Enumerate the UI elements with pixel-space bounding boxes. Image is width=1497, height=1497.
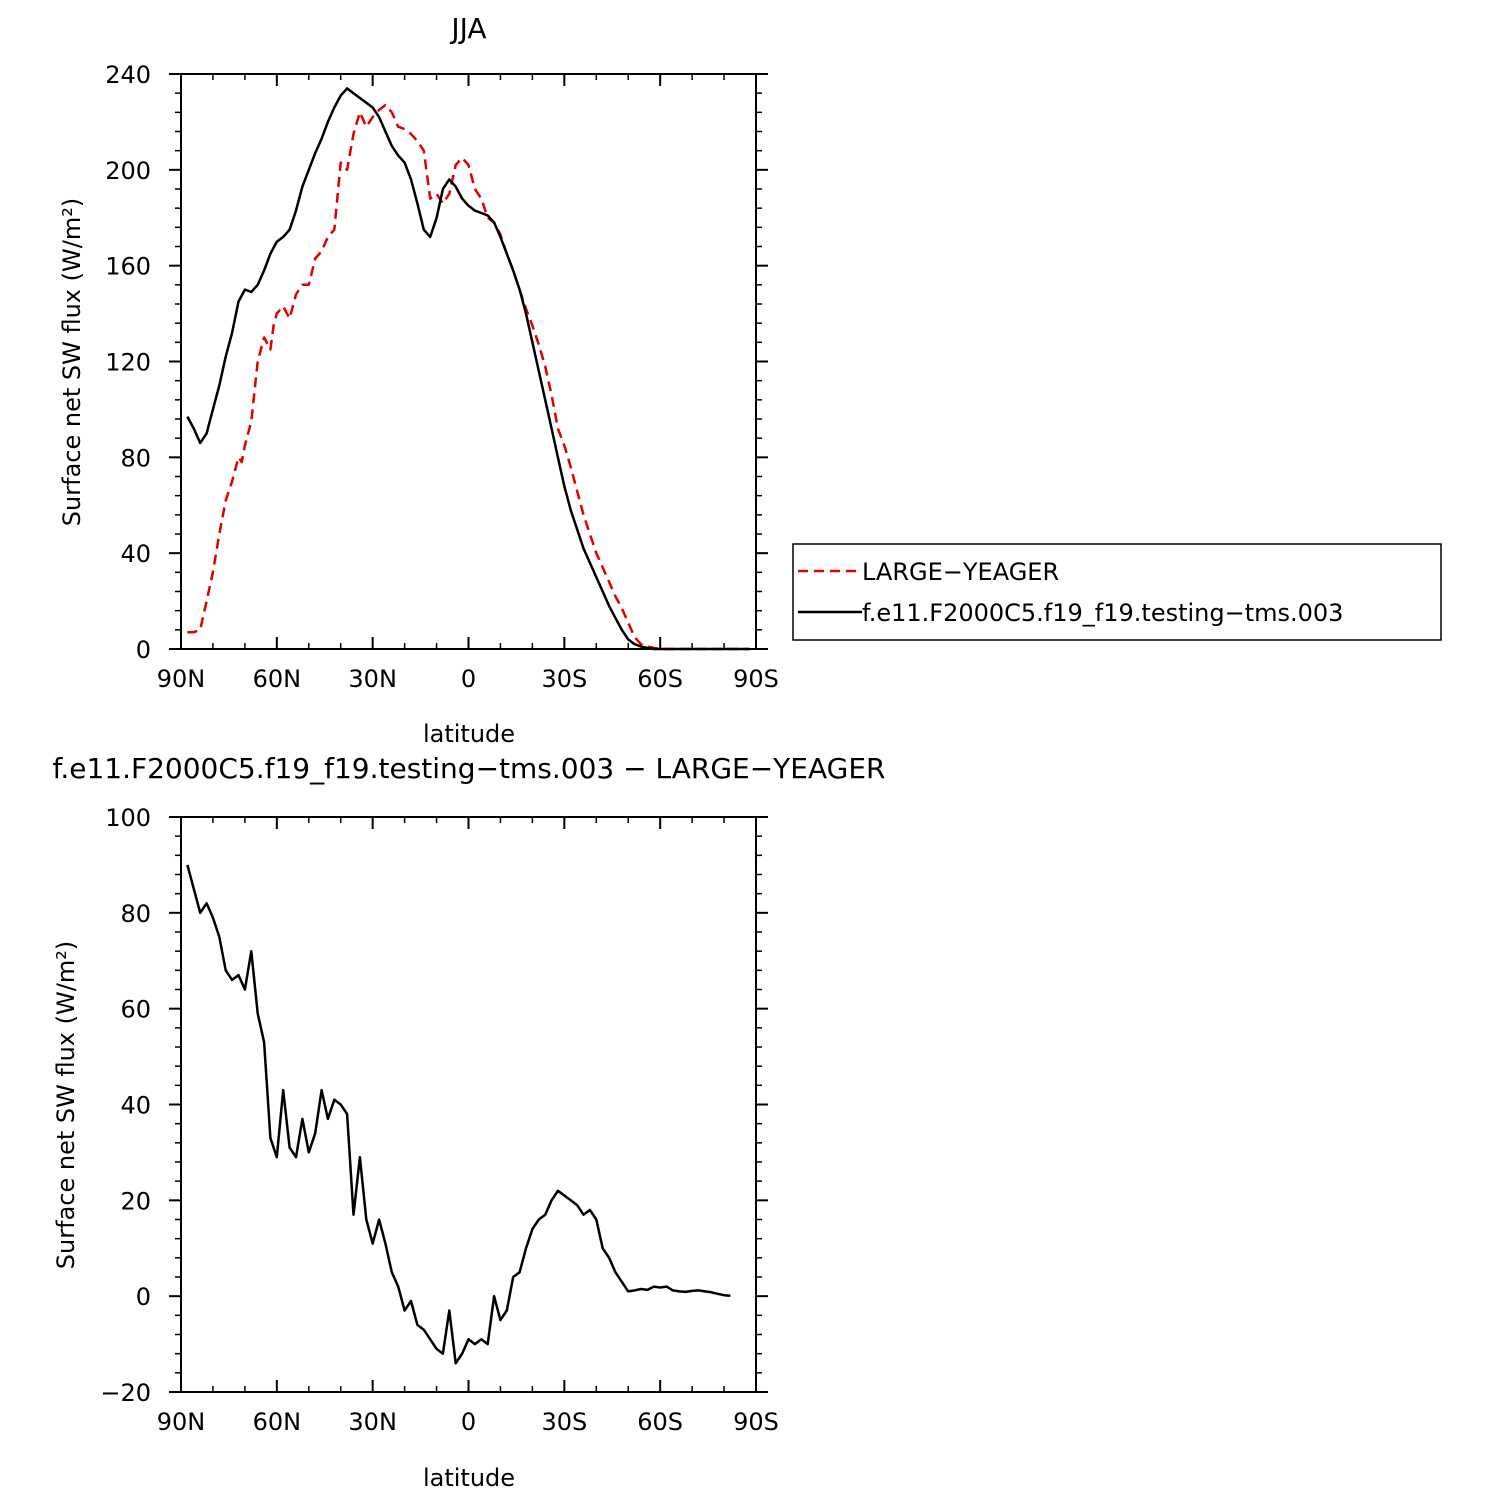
top-y-tick-label: 200 [105, 157, 151, 185]
bottom-x-tick-label: 0 [461, 1408, 476, 1436]
top-series-line-0 [187, 103, 750, 651]
bottom-x-tick-label: 90S [733, 1408, 779, 1436]
bottom-x-tick-label: 30S [541, 1408, 587, 1436]
bottom-chart-title: f.e11.F2000C5.f19_f19.testing−tms.003 − … [53, 752, 886, 785]
top-x-tick-label: 90N [157, 665, 206, 693]
bottom-plot-area: 90N 60N 30N 0 30S 60S 90S −20 0 20 40 60 80 100 [100, 804, 779, 1436]
top-x-tick-label: 30S [541, 665, 587, 693]
legend-box [792, 543, 1442, 641]
bottom-x-tick-label: 60N [253, 1408, 302, 1436]
bottom-y-tick-label: 0 [136, 1283, 151, 1311]
top-x-tick-label: 60N [253, 665, 302, 693]
top-y-tick-label: 240 [105, 61, 151, 89]
top-y-tick-label: 160 [105, 253, 151, 281]
legend-label-testing-tms: f.e11.F2000C5.f19_f19.testing−tms.003 [862, 599, 1343, 627]
top-x-tick-label: 60S [637, 665, 683, 693]
top-x-tick-label: 90S [733, 665, 779, 693]
bottom-x-axis-label: latitude [423, 1464, 515, 1492]
bottom-y-tick-label: 20 [120, 1187, 151, 1215]
top-y-tick-label: 0 [136, 636, 151, 664]
bottom-x-tick-label: 90N [157, 1408, 206, 1436]
top-x-axis-label: latitude [423, 720, 515, 748]
top-chart-title: JJA [449, 12, 486, 45]
bottom-x-tick-label: 60S [637, 1408, 683, 1436]
top-y-tick-label: 120 [105, 349, 151, 377]
top-series-line-1 [186, 87, 750, 651]
top-x-tick-label: 0 [461, 665, 476, 693]
legend-label-large-yeager: LARGE−YEAGER [862, 558, 1059, 586]
bottom-y-tick-label: 80 [120, 900, 151, 928]
bottom-y-tick-label: −20 [100, 1379, 151, 1407]
legend: LARGE−YEAGER f.e11.F2000C5.f19_f19.testi… [792, 543, 1442, 641]
bottom-y-tick-label: 100 [105, 804, 151, 832]
top-plot-area: 90N 60N 30N 0 30S 60S 90S 0 40 80 120 160 200 240 [105, 61, 779, 693]
top-y-axis-label: Surface net SW flux (W/m²) [58, 198, 86, 526]
bottom-series-line-0 [186, 864, 731, 1365]
bottom-y-axis-label: Surface net SW flux (W/m²) [52, 941, 80, 1269]
top-y-tick-label: 80 [120, 444, 151, 472]
bottom-y-tick-label: 40 [120, 1092, 151, 1120]
bottom-x-tick-label: 30N [348, 1408, 397, 1436]
bottom-y-tick-label: 60 [120, 996, 151, 1024]
top-x-tick-label: 30N [348, 665, 397, 693]
top-y-tick-label: 40 [120, 540, 151, 568]
top-plot-frame [180, 73, 757, 650]
